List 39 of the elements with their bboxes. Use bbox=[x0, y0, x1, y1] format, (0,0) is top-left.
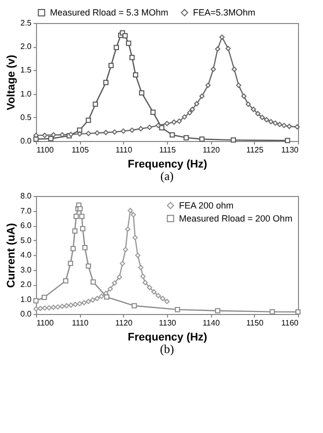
y-tick-label: 6.0 bbox=[20, 221, 32, 230]
y-tick-label: 2.0 bbox=[20, 280, 32, 289]
x-tick-label: 1110 bbox=[116, 146, 133, 154]
x-tick-label: 1105 bbox=[72, 146, 90, 154]
y-axis-title: Current (uA) bbox=[5, 222, 18, 288]
x-tick-label: 1150 bbox=[246, 318, 264, 328]
y-tick-label: 1.0 bbox=[20, 89, 32, 98]
legend-label: FEA 200 ohm bbox=[179, 200, 234, 210]
x-tick-label: 1110 bbox=[72, 318, 90, 328]
x-tick-label: 1130 bbox=[158, 318, 177, 328]
y-tick-label: 0.0 bbox=[20, 310, 32, 318]
y-tick-label: 0.5 bbox=[20, 112, 32, 122]
x-axis-title: Frequency (Hz) bbox=[128, 158, 208, 170]
y-tick-label: 3.0 bbox=[20, 265, 32, 274]
y-tick-label: 0.0 bbox=[20, 136, 32, 146]
x-tick-label: 1130 bbox=[281, 146, 300, 154]
y-tick-label: 7.0 bbox=[20, 206, 32, 216]
text: (a) bbox=[160, 169, 174, 183]
x-tick-label: 1140 bbox=[202, 318, 220, 328]
x-tick-label: 1125 bbox=[246, 146, 264, 154]
legend-label: Measured Rload = 5.3 MOhm bbox=[50, 8, 168, 18]
x-tick-label: 1160 bbox=[281, 318, 300, 328]
y-tick-label: 2.5 bbox=[20, 18, 32, 28]
y-tick-label: 1.0 bbox=[20, 294, 32, 304]
y-tick-label: 2.0 bbox=[20, 42, 32, 52]
x-tick-label: 1120 bbox=[202, 146, 220, 154]
y-tick-label: 8.0 bbox=[20, 192, 32, 200]
y-tick-label: 5.0 bbox=[20, 236, 32, 245]
y-tick-label: 1.5 bbox=[20, 66, 32, 75]
legend-label: FEA=5.3MOhm bbox=[193, 8, 256, 18]
x-tick-label: 1100 bbox=[36, 146, 54, 154]
x-tick-label: 1120 bbox=[115, 318, 133, 328]
y-tick-label: 4.0 bbox=[20, 250, 32, 260]
x-axis-title: Frequency (Hz) bbox=[128, 332, 208, 344]
x-tick-label: 1115 bbox=[159, 146, 176, 154]
legend-label: Measured Rload = 200 Ohm bbox=[179, 214, 292, 224]
x-tick-label: 1100 bbox=[36, 318, 54, 328]
y-axis-title: Voltage (v) bbox=[5, 54, 18, 110]
text: (b) bbox=[160, 342, 174, 356]
